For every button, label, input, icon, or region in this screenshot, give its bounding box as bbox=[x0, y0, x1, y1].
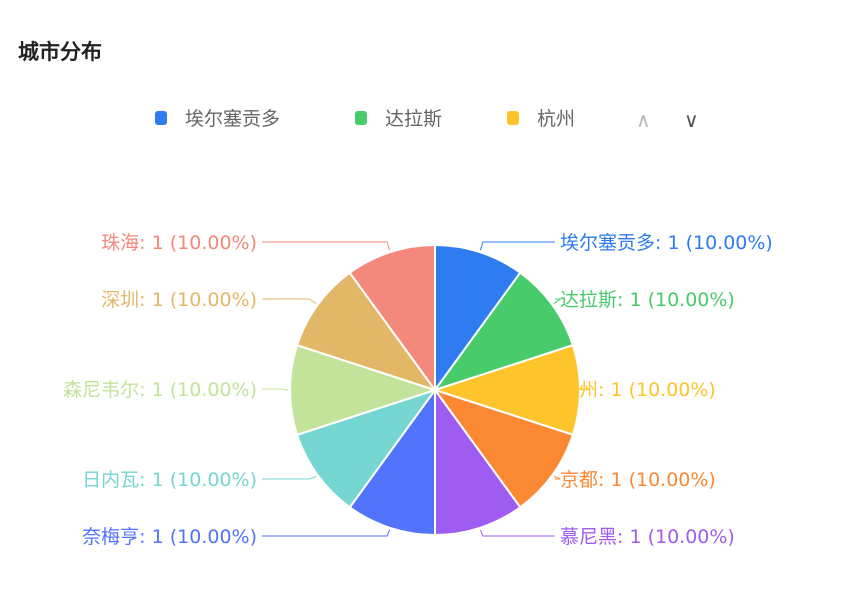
slice-label-9: 珠海: 1 (10.00%) bbox=[101, 232, 257, 254]
pie-slice-4[interactable] bbox=[434, 386, 522, 537]
slice-label-6: 日内瓦: 1 (10.00%) bbox=[82, 469, 257, 491]
pie-slice-9[interactable] bbox=[348, 243, 436, 394]
leader-line-3 bbox=[553, 475, 561, 480]
legend: 埃尔塞贡多 达拉斯 杭州 ∧ ∨ bbox=[0, 104, 864, 134]
legend-label: 达拉斯 bbox=[385, 108, 443, 130]
leader-line-7 bbox=[262, 388, 289, 391]
legend-swatch bbox=[155, 110, 167, 125]
pie-slice-5[interactable] bbox=[348, 386, 436, 537]
leader-line-1 bbox=[553, 298, 562, 305]
pie-slice-8[interactable] bbox=[295, 271, 438, 392]
slice-label-8: 深圳: 1 (10.00%) bbox=[101, 289, 257, 311]
chart-title: 城市分布 bbox=[18, 40, 102, 64]
pie-slice-1[interactable] bbox=[432, 271, 575, 392]
legend-label: 杭州 bbox=[537, 108, 576, 130]
leader-line-8 bbox=[262, 298, 317, 305]
slice-label-5: 奈梅亨: 1 (10.00%) bbox=[82, 526, 257, 548]
legend-prev-icon[interactable]: ∧ bbox=[636, 108, 651, 132]
legend-next-icon[interactable]: ∨ bbox=[684, 108, 699, 132]
leader-line-4 bbox=[479, 529, 555, 537]
legend-swatch bbox=[507, 110, 519, 125]
legend-item-0[interactable]: 埃尔塞贡多 bbox=[155, 104, 280, 131]
slice-label-1: 达拉斯: 1 (10.00%) bbox=[560, 289, 735, 311]
pie-slice-7[interactable] bbox=[289, 343, 439, 437]
pie-slice-3[interactable] bbox=[432, 388, 575, 509]
leader-line-6 bbox=[262, 475, 317, 480]
pie-slice-2[interactable] bbox=[431, 343, 581, 437]
leader-line-5 bbox=[262, 529, 391, 537]
legend-item-2[interactable]: 杭州 bbox=[507, 104, 575, 131]
slice-label-0: 埃尔塞贡多: 1 (10.00%) bbox=[560, 232, 773, 254]
leader-line-9 bbox=[262, 241, 391, 251]
leader-line-0 bbox=[479, 241, 555, 251]
leader-line-2 bbox=[555, 388, 591, 391]
slice-label-2: 杭州: 1 (10.00%) bbox=[560, 379, 716, 401]
pie-slice-0[interactable] bbox=[434, 243, 522, 394]
slice-label-3: 京都: 1 (10.00%) bbox=[560, 469, 716, 491]
legend-item-1[interactable]: 达拉斯 bbox=[355, 104, 442, 131]
slice-label-4: 慕尼黑: 1 (10.00%) bbox=[560, 526, 735, 548]
legend-label: 埃尔塞贡多 bbox=[185, 108, 281, 130]
legend-swatch bbox=[355, 110, 367, 125]
slice-label-7: 森尼韦尔: 1 (10.00%) bbox=[63, 379, 257, 401]
pie-slice-6[interactable] bbox=[295, 388, 438, 509]
